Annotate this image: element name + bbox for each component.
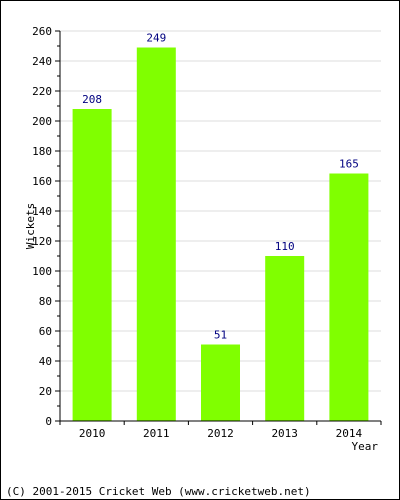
y-tick-label: 160: [32, 175, 52, 188]
y-tick-label: 180: [32, 145, 52, 158]
y-tick-labels: 0 20 40 60 80 100 120 140 160 180 200 220 240 260: [32, 25, 52, 428]
x-tick-label-2013: 2013: [271, 427, 298, 440]
bar-2011: [136, 47, 176, 421]
y-tick-label: 260: [32, 25, 52, 38]
data-label-2012: 51: [214, 329, 227, 342]
bar-2013: [265, 256, 305, 421]
y-tick-label: 20: [39, 385, 52, 398]
data-label-2014: 165: [339, 158, 359, 171]
data-label-2011: 249: [146, 32, 166, 45]
y-axis-title: Wickets: [24, 203, 37, 249]
data-labels: 208 249 51 110 165: [82, 32, 359, 342]
x-tick-label-2012: 2012: [207, 427, 234, 440]
bar-2014: [329, 173, 369, 421]
y-tick-label: 100: [32, 265, 52, 278]
bar-2012: [201, 344, 240, 421]
axes: [55, 30, 382, 425]
y-tick-label: 140: [32, 205, 52, 218]
x-tick-label-2014: 2014: [336, 427, 363, 440]
y-tick-label: 80: [39, 295, 52, 308]
footer-copyright: (C) 2001-2015 Cricket Web (www.cricketwe…: [6, 485, 311, 498]
y-tick-label: 60: [39, 325, 52, 338]
y-tick-label: 120: [32, 235, 52, 248]
x-tick-label-2010: 2010: [79, 427, 106, 440]
y-tick-label: 40: [39, 355, 52, 368]
data-label-2010: 208: [82, 93, 102, 106]
bar-2010: [72, 109, 112, 421]
x-tick-labels: 2010 2011 2012 2013 2014: [79, 427, 363, 440]
y-tick-label: 200: [32, 115, 52, 128]
y-tick-label: 220: [32, 85, 52, 98]
x-axis-title: Year: [352, 440, 379, 453]
bars: [72, 47, 369, 421]
data-label-2013: 110: [275, 240, 295, 253]
grid-lines: [60, 30, 381, 392]
x-tick-label-2011: 2011: [143, 427, 170, 440]
y-tick-label: 240: [32, 55, 52, 68]
y-tick-label: 0: [45, 415, 52, 428]
